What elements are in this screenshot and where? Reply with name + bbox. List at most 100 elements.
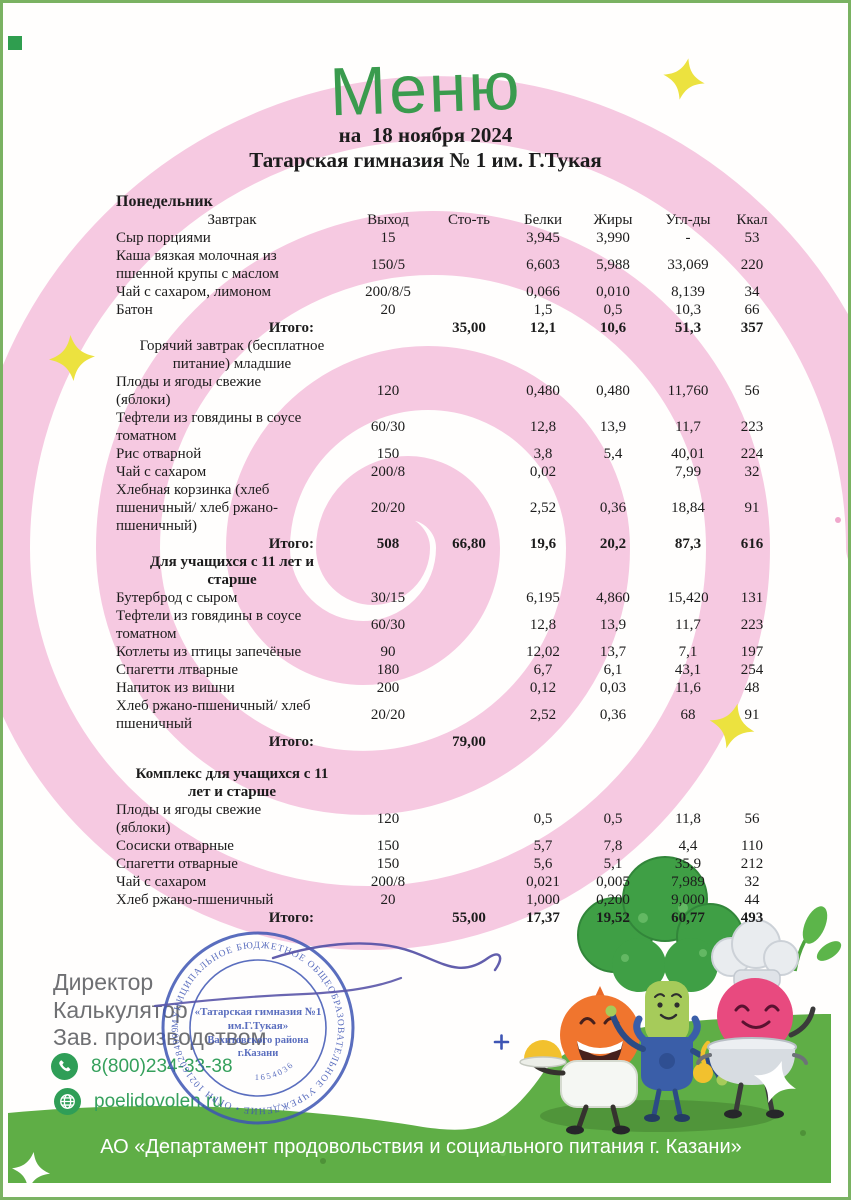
pink-dot-decoration: [835, 517, 841, 523]
table-row: Спагетти отварные 150 5,6 5,1 35,9 212: [116, 855, 778, 873]
stamp-center-line: им.Г.Тукая»: [228, 1020, 289, 1032]
table-cell: 150/5: [370, 257, 406, 273]
table-cell: 91: [744, 707, 760, 723]
table-cell: 12,02: [526, 644, 560, 660]
table-cell: 4,4: [678, 838, 698, 854]
table-cell: Плоды и ягоды свежие (яблоки): [116, 802, 262, 836]
sparkle-icon: [662, 57, 706, 101]
table-cell: 19,6: [529, 536, 557, 552]
table-cell: 17,37: [526, 910, 560, 926]
stamp-center-line: «Татарская гимназия №1: [195, 1006, 322, 1018]
table-cell: 150: [376, 838, 400, 854]
table-cell: 6,1: [603, 662, 623, 678]
table-cell: 30/15: [370, 590, 406, 606]
table-row: Каша вязкая молочная из пшенной крупы с …: [116, 247, 778, 283]
table-cell: 0,480: [526, 383, 560, 399]
table-cell: 40,01: [671, 446, 705, 462]
phone-icon: [51, 1053, 78, 1080]
table-cell: 3,990: [596, 230, 630, 246]
handwritten-signature: [143, 936, 523, 1071]
table-cell: 10,3: [674, 302, 702, 318]
table-cell: 13,7: [599, 644, 627, 660]
table-row: Хлебная корзинка (хлеб пшеничный/ хлеб р…: [116, 481, 778, 535]
table-row: Тефтели из говядины в соусе томатном 60/3…: [116, 409, 778, 445]
table-cell: 56: [744, 383, 760, 399]
table-cell: 79,00: [452, 734, 486, 750]
table-cell: 180: [376, 662, 400, 678]
table-cell: Горячий завтрак (бесплатное питание) мла…: [139, 338, 325, 372]
table-cell: 0,200: [596, 892, 630, 908]
bottom-artwork: [8, 856, 842, 1183]
table-cell: 60/30: [370, 617, 406, 633]
beet-character: [693, 906, 842, 1119]
table-cell: Чай с сахаром: [116, 464, 207, 480]
table-row: Сыр порциями 15 3,945 3,990 - 53: [116, 229, 778, 247]
table-cell: 200/8: [370, 874, 406, 890]
table-cell: 5,7: [533, 838, 553, 854]
table-row: Тефтели из говядины в соусе томатном 60/3…: [116, 607, 778, 643]
table-cell: 18,84: [671, 500, 705, 516]
table-cell: Спагетти лтварные: [116, 662, 239, 678]
table-cell: 150: [376, 446, 400, 462]
school-name: Татарская гимназия № 1 им. Г.Тукая: [249, 148, 602, 172]
table-cell: 0,36: [599, 500, 627, 516]
table-cell: 11,7: [675, 617, 701, 633]
table-cell: Жиры: [593, 212, 633, 228]
table-cell: 0,066: [526, 284, 560, 300]
sparkle-icon: [708, 702, 756, 750]
table-cell: 19,52: [596, 910, 630, 926]
signature-role-director: Директор: [53, 969, 154, 995]
table-cell: 11,7: [675, 419, 701, 435]
table-cell: 48: [744, 680, 760, 696]
table-cell: 44: [744, 892, 760, 908]
table-cell: 20: [380, 892, 396, 908]
table-cell: 11,760: [667, 383, 709, 399]
table-row: Бутерброд с сыром 30/15 6,195 4,860 15,420 13…: [116, 589, 778, 607]
table-cell: Плоды и ягоды свежие (яблоки): [116, 374, 262, 408]
table-cell: 0,480: [596, 383, 630, 399]
table-cell: 493: [740, 910, 764, 926]
table-cell: 35,9: [674, 856, 702, 872]
table-cell: 150: [376, 856, 400, 872]
table-cell: 0,005: [596, 874, 630, 890]
table-cell: 13,9: [599, 419, 627, 435]
table-cell: 0,5: [603, 302, 623, 318]
table-cell: 43,1: [674, 662, 702, 678]
table-cell: 120: [376, 383, 400, 399]
broccoli-character: [577, 856, 744, 1122]
table-cell: 5,4: [603, 446, 623, 462]
menu-date: на 18 ноября 2024: [338, 123, 513, 147]
table-cell: -: [685, 230, 691, 246]
table-row: Итого: 35,00 12,1 10,6 51,3 357: [116, 319, 778, 337]
table-row: Комплекс для учащихся с 11 лет и старше: [116, 765, 778, 801]
table-cell: Тефтели из говядины в соусе томатном: [116, 410, 302, 444]
table-cell: 15,420: [667, 590, 709, 606]
table-cell: Котлеты из птицы запечёные: [116, 644, 302, 660]
table-row: Хлеб ржано-пшеничный 20 1,000 0,200 9,000 44: [116, 891, 778, 909]
table-cell: 3,945: [526, 230, 560, 246]
table-cell: 11,6: [675, 680, 701, 696]
table-cell: 12,8: [529, 419, 557, 435]
onion-character: [519, 986, 640, 1135]
table-row: Чай с сахаром 200/8 0,02 7,99 32: [116, 463, 778, 481]
table-cell: 0,12: [529, 680, 557, 696]
sparkle-icon: [48, 334, 96, 382]
table-cell: Выход: [367, 212, 409, 228]
table-row: Чай с сахаром, лимоном 200/8/5 0,066 0,010 8…: [116, 283, 778, 301]
table-row: Напиток из вишни 200 0,12 0,03 11,6 48: [116, 679, 778, 697]
table-cell: 51,3: [674, 320, 702, 336]
table-row: Сосиски отварные 150 5,7 7,8 4,4 110: [116, 837, 778, 855]
table-cell: 0,5: [533, 811, 553, 827]
table-cell: 5,1: [603, 856, 623, 872]
table-cell: 20,2: [599, 536, 627, 552]
table-cell: 212: [740, 856, 764, 872]
table-cell: 1,5: [533, 302, 553, 318]
table-cell: 254: [740, 662, 764, 678]
table-cell: 7,8: [603, 838, 623, 854]
table-cell: 33,069: [667, 257, 709, 273]
globe-icon: [54, 1088, 81, 1115]
table-cell: 56: [744, 811, 760, 827]
table-cell: 9,000: [671, 892, 705, 908]
table-row: Для учащихся с 11 лет и старше: [116, 553, 778, 589]
table-row: Итого: 508 66,80 19,6 20,2 87,3 616: [116, 535, 778, 553]
